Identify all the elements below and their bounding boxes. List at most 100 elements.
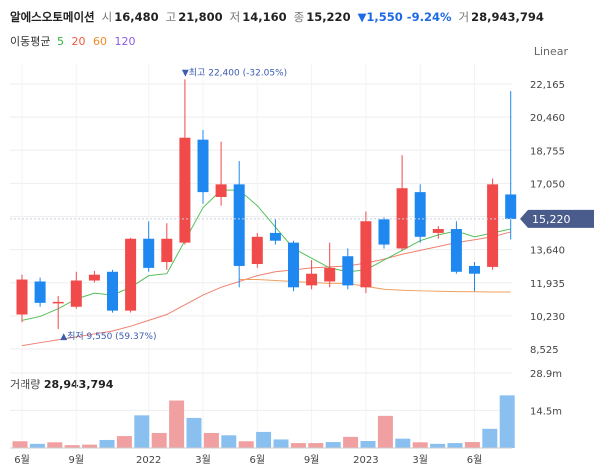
low-value: 14,160	[242, 10, 287, 24]
price-axis-tick-label: 10,230	[530, 312, 565, 323]
volume-bar	[482, 428, 498, 448]
volume-panel-label: 거래량 28,943,794	[10, 376, 113, 392]
candle-body[interactable]	[324, 267, 336, 282]
volume-bar	[430, 443, 446, 448]
price-axis-tick-label: 13,640	[530, 246, 565, 257]
time-axis-tick-label: 9월	[304, 454, 320, 466]
volume-bar	[395, 438, 411, 448]
stock-summary-header: 알에스오토메이션 시 16,480 고 21,800 저 14,160 종 15…	[10, 9, 551, 25]
price-axis-tick-label: 22,165	[530, 80, 565, 91]
price-axis-tick-label: 11,935	[530, 279, 565, 290]
low-price-annotation: ▲최저 9,550 (59.37%)	[60, 331, 156, 342]
candle-body[interactable]	[34, 281, 46, 303]
volume-bar	[377, 415, 393, 448]
candle-body[interactable]	[125, 238, 137, 311]
close-value: 15,220	[306, 10, 351, 24]
current-price-tag	[520, 209, 594, 228]
candle-body[interactable]	[450, 229, 462, 272]
volume-bar	[308, 443, 324, 448]
candle-body[interactable]	[161, 238, 173, 263]
current-price-tag-label: 15,220	[532, 213, 571, 226]
candle-body[interactable]	[469, 265, 480, 274]
volume-bar	[464, 442, 480, 448]
price-change: ▼1,550 -9.24%	[357, 10, 452, 24]
candle-body[interactable]	[143, 238, 155, 268]
candle-body[interactable]	[197, 139, 209, 193]
volume-bar	[256, 431, 272, 448]
volume-panel-title: 거래량	[10, 378, 41, 391]
candle-body[interactable]	[179, 137, 191, 243]
price-axis-tick-label: 20,460	[530, 113, 565, 124]
high-price-annotation: ▼최고 22,400 (-32.05%)	[182, 67, 287, 78]
price-axis-tick-label: 8,525	[530, 345, 559, 356]
ma-period-20[interactable]: 20	[71, 35, 86, 48]
volume-bar	[116, 436, 132, 448]
ma20-line	[21, 231, 511, 347]
volume-bar	[99, 439, 115, 448]
time-axis-tick-label: 3월	[412, 454, 428, 466]
ma-period-60[interactable]: 60	[92, 35, 107, 48]
price-axis-tick-label: 18,755	[530, 146, 565, 157]
volume-bar	[499, 395, 515, 448]
candle-body[interactable]	[233, 184, 245, 266]
candle-body[interactable]	[306, 273, 318, 286]
candle-body[interactable]	[396, 188, 408, 249]
low-label: 저	[229, 10, 241, 24]
volume-bar	[64, 445, 80, 448]
time-axis-tick-label: 6월	[250, 454, 266, 466]
volume-axis-tick-label: 14.5m	[530, 406, 562, 417]
volume-value: 28,943,794	[471, 10, 544, 24]
candle-body[interactable]	[16, 279, 28, 315]
candle-body[interactable]	[414, 192, 426, 237]
ma5-line	[21, 189, 511, 321]
time-axis-tick-label: 2022	[136, 455, 161, 466]
volume-bar	[169, 400, 185, 448]
candle-body[interactable]	[505, 194, 517, 219]
candle-body[interactable]	[288, 242, 299, 288]
volume-bar	[134, 415, 150, 448]
candle-body[interactable]	[52, 301, 64, 304]
volume-bar	[412, 442, 428, 448]
volume-bar	[221, 435, 237, 448]
candle-body[interactable]	[251, 236, 263, 265]
candle-body[interactable]	[215, 184, 227, 197]
candle-body[interactable]	[70, 280, 82, 307]
candle-body[interactable]	[342, 256, 354, 286]
volume-bar	[151, 432, 167, 448]
volume-bar	[186, 417, 202, 448]
close-label: 종	[293, 10, 305, 24]
volume-bar	[343, 436, 359, 448]
high-value: 21,800	[178, 10, 223, 24]
volume-bar	[273, 439, 289, 448]
volume-bar	[12, 441, 28, 448]
open-value: 16,480	[114, 10, 159, 24]
candle-body[interactable]	[378, 219, 390, 245]
candle-body[interactable]	[487, 184, 499, 267]
volume-bar	[82, 444, 98, 448]
stock-name: 알에스오토메이션	[10, 10, 95, 24]
volume-axis-tick-label: 28.9m	[530, 369, 562, 380]
ma60-line	[239, 279, 511, 293]
volume-bar	[29, 443, 45, 448]
volume-label: 거	[458, 10, 470, 24]
candle-body[interactable]	[432, 229, 444, 233]
candle-body[interactable]	[88, 274, 100, 281]
ma-period-5[interactable]: 5	[56, 35, 64, 48]
open-label: 시	[101, 10, 113, 24]
ma-period-120[interactable]: 120	[114, 35, 136, 48]
time-axis-tick-label: 6월	[467, 454, 483, 466]
candle-body[interactable]	[269, 232, 281, 241]
scale-toggle-button[interactable]: Linear	[533, 45, 568, 58]
volume-bar	[447, 443, 463, 448]
candle-body[interactable]	[360, 221, 372, 288]
time-axis-tick-label: 2023	[353, 455, 378, 466]
volume-bar	[360, 440, 376, 448]
time-axis-tick-label: 6월	[14, 454, 30, 466]
time-axis-tick-label: 9월	[69, 454, 85, 466]
volume-bar	[238, 441, 254, 448]
price-axis-tick-label: 17,050	[530, 179, 565, 190]
volume-bar	[290, 443, 306, 448]
candle-body[interactable]	[107, 271, 118, 311]
moving-average-legend[interactable]: 이동평균 5 20 60 120	[10, 33, 139, 49]
